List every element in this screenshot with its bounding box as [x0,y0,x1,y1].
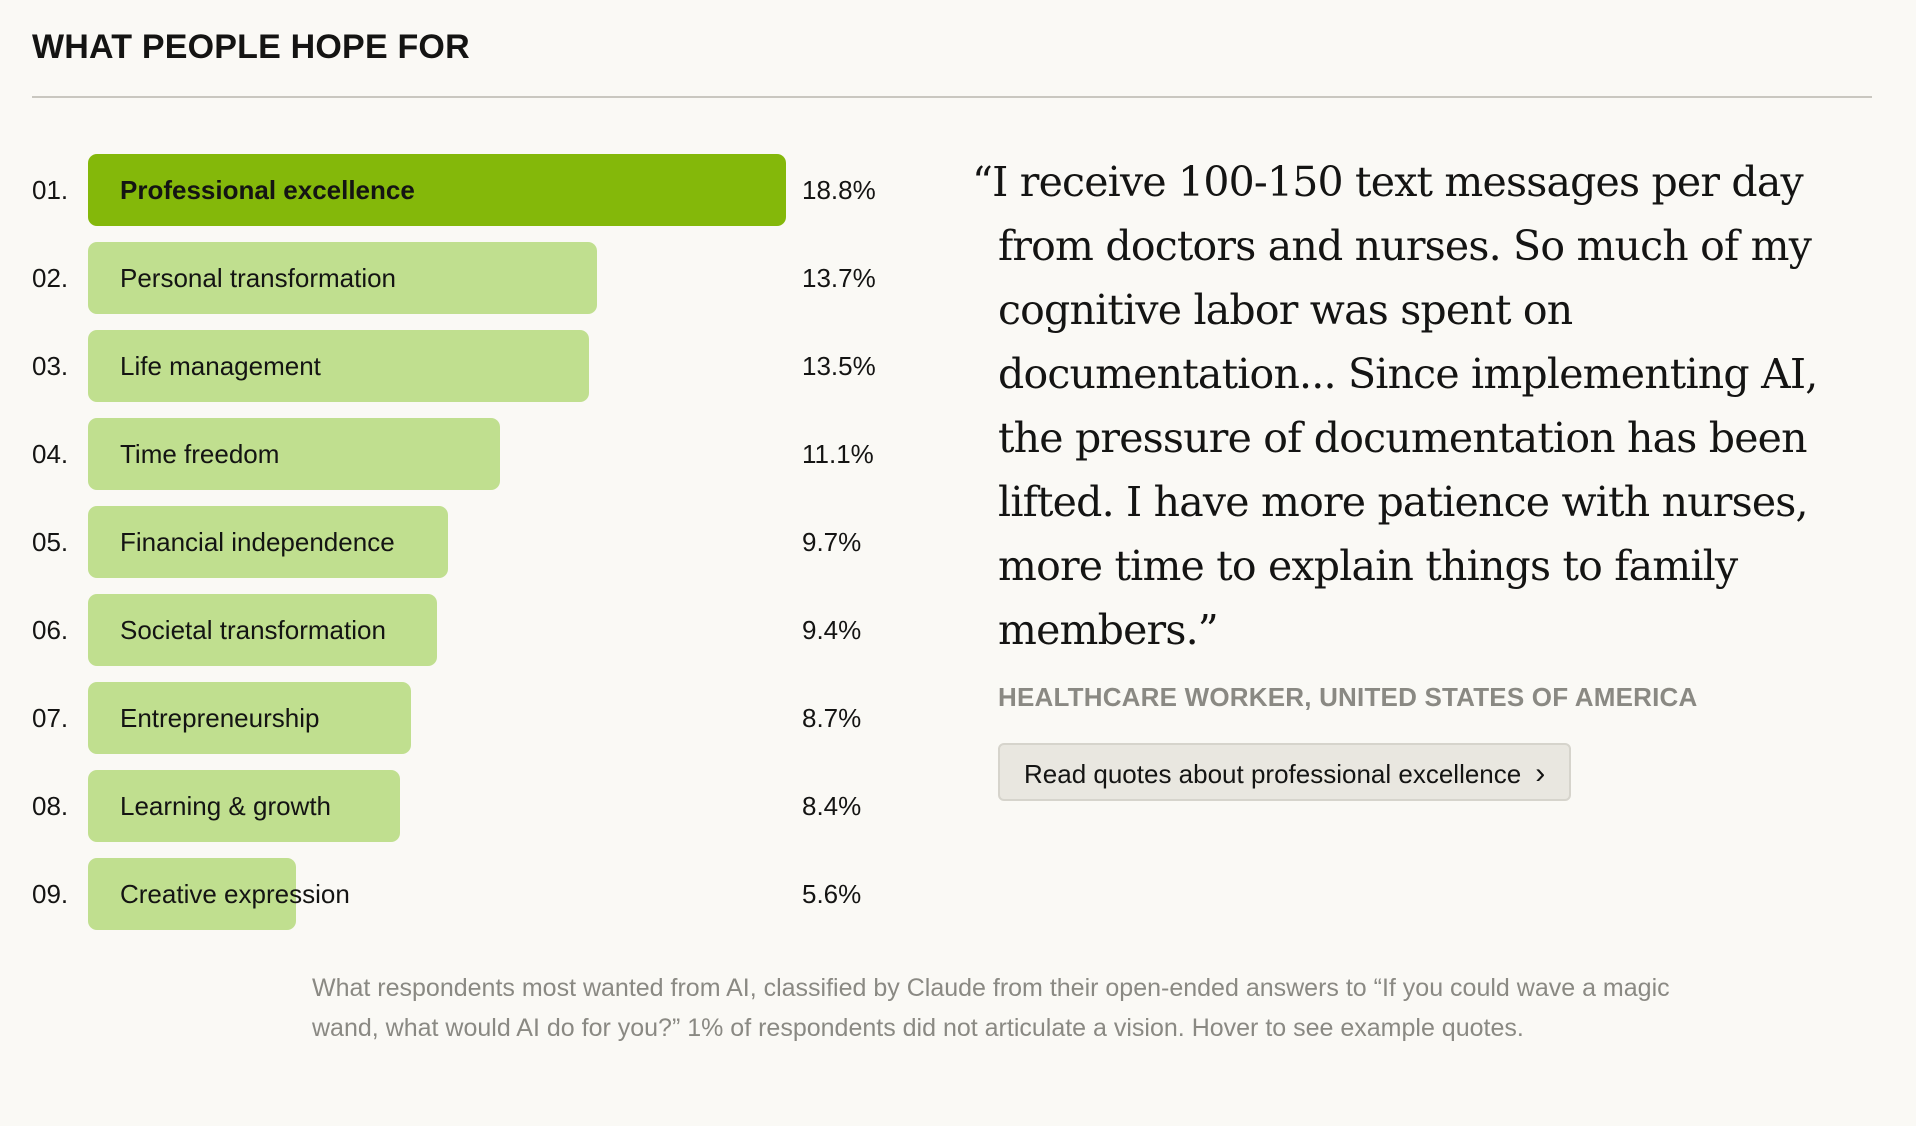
bar[interactable] [88,770,400,842]
bar-row[interactable]: 06. Societal transformation 9.4% [32,594,932,666]
bar-rank-label: 04. [32,439,69,469]
bar[interactable] [88,682,411,754]
bar-value-label: 18.8% [802,175,876,205]
chevron-right-icon: › [1535,757,1546,790]
bar-rank-label: 07. [32,703,69,733]
bar-value-label: 11.1% [802,439,874,469]
bar-category-label: Entrepreneurship [120,703,320,733]
quote-attribution: HEALTHCARE WORKER, UNITED STATES OF AMER… [998,682,1698,712]
bar-row[interactable]: 05. Financial independence 9.7% [32,506,932,578]
bar-rank-label: 03. [32,351,69,381]
bar-value-label: 9.7% [802,527,862,557]
bar[interactable] [88,594,437,666]
read-quotes-button-label: Read quotes about professional excellenc… [1024,759,1522,789]
page-title: WHAT PEOPLE HOPE FOR [32,28,470,66]
bar[interactable] [88,418,500,490]
bar-category-label: Personal transformation [120,263,397,293]
bar-rank-label: 01. [32,175,69,205]
bar-category-label: Time freedom [120,439,280,469]
title-divider [32,96,1872,98]
bar-rank-label: 08. [32,791,69,821]
bar-category-label: Learning & growth [120,791,332,821]
quote-panel: “I receive 100-150 text messages per day… [972,150,1872,801]
bar-rank-label: 05. [32,527,69,557]
bar-row[interactable]: 07. Entrepreneurship 8.7% [32,682,932,754]
bar-chart: 01. Professional excellence 18.8% 02. Person… [32,154,932,944]
bar[interactable] [88,506,448,578]
bar[interactable] [88,858,296,930]
bar-category-label: Societal transformation [120,615,386,645]
bar-rank-label: 06. [32,615,69,645]
bar[interactable] [88,242,597,314]
bar-row[interactable]: 04. Time freedom 11.1% [32,418,932,490]
bar-row[interactable]: 01. Professional excellence 18.8% [32,154,932,226]
bar-row[interactable]: 09. Creative expression 5.6% [32,858,932,930]
bar-row[interactable]: 02. Personal transformation 13.7% [32,242,932,314]
read-quotes-button[interactable]: Read quotes about professional excellenc… [998,743,1572,801]
bar-value-label: 13.7% [802,263,876,293]
bar-value-label: 9.4% [802,615,862,645]
bar-category-label: Professional excellence [120,175,415,205]
bar-value-label: 8.7% [802,703,862,733]
bar-value-label: 5.6% [802,879,862,909]
bar[interactable] [88,154,786,226]
bar-rank-label: 02. [32,263,69,293]
page: WHAT PEOPLE HOPE FOR 01. Professional exc… [32,0,1872,1126]
bar-rank-label: 09. [32,879,69,909]
bar-value-label: 8.4% [802,791,862,821]
quote-text: “I receive 100-150 text messages per day… [972,158,1818,654]
bar-category-label: Financial independence [120,527,395,557]
bar[interactable] [88,330,589,402]
chart-caption: What respondents most wanted from AI, cl… [312,974,1670,1042]
bar-category-label: Life management [120,351,321,381]
bar-category-label: Creative expression [120,879,350,909]
bar-row[interactable]: 08. Learning & growth 8.4% [32,770,932,842]
bar-value-label: 13.5% [802,351,876,381]
bar-row[interactable]: 03. Life management 13.5% [32,330,932,402]
